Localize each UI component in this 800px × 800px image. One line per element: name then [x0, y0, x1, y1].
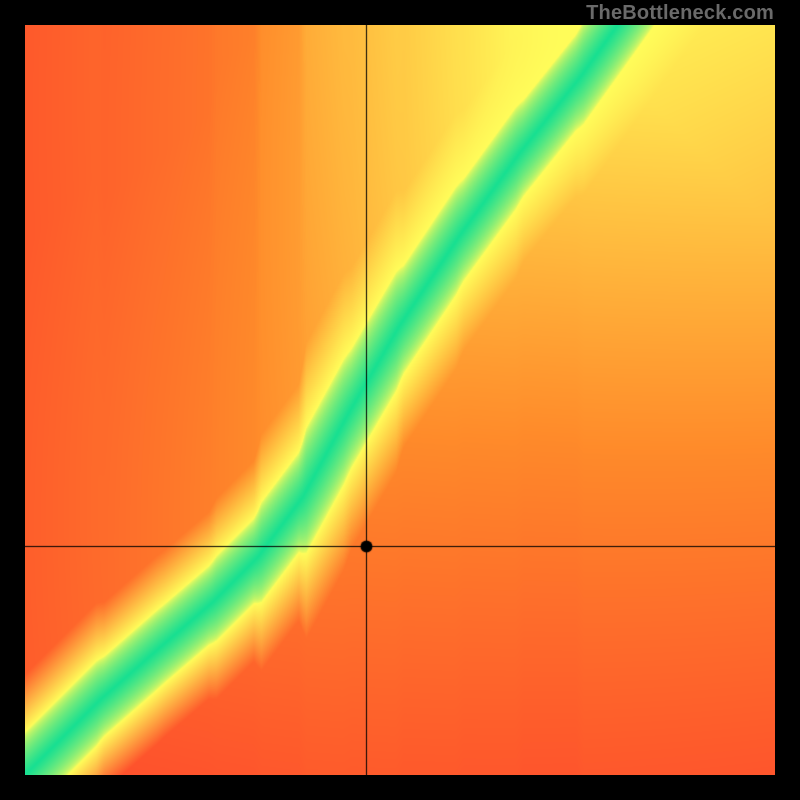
- heatmap-canvas: [25, 25, 775, 775]
- watermark-text: TheBottleneck.com: [586, 2, 774, 25]
- heatmap-plot: [25, 25, 775, 775]
